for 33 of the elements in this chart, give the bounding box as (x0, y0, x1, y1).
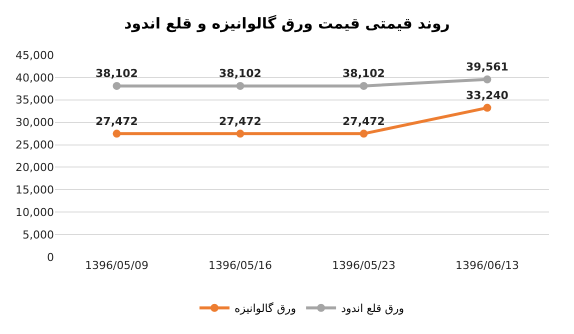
data-label: 39,561 (466, 60, 508, 74)
y-tick-label: 30,000 (16, 116, 54, 130)
y-tick-label: 25,000 (16, 138, 54, 152)
point (483, 104, 492, 112)
chart-title: روند قیمتی قیمت ورق گالوانیزه و قلع اندود (124, 14, 450, 33)
point (236, 82, 244, 90)
y-tick-label: 5,000 (22, 228, 54, 242)
point (112, 82, 121, 90)
data-label: 33,240 (466, 89, 509, 102)
x-tick-label: 1396/06/13 (456, 259, 519, 272)
point (112, 130, 121, 138)
data-label: 27,472 (219, 114, 262, 128)
x-tick-label: 1396/05/16 (208, 259, 272, 272)
y-tick-label: 15,000 (16, 184, 54, 197)
legend-label: ورق قلع اندود (341, 302, 404, 316)
data-label: 27,472 (342, 114, 385, 128)
x-tick-label: 1396/05/23 (332, 259, 396, 272)
data-label: 38,102 (219, 67, 262, 80)
y-tick-label: 45,000 (16, 48, 54, 62)
data-label: 38,102 (342, 67, 385, 80)
data-label: 27,472 (96, 114, 138, 128)
point (360, 82, 368, 90)
y-tick-label: 35,000 (16, 94, 54, 107)
y-tick-label: 20,000 (16, 161, 54, 174)
y-tick-label: 40,000 (16, 71, 54, 84)
y-tick-label: 10,000 (16, 206, 54, 219)
legend-label: ورق گالوانیزه (234, 302, 296, 316)
y-tick-label: 0 (47, 250, 54, 264)
data-label: 38,102 (96, 67, 138, 80)
point (483, 75, 492, 84)
x-tick-label: 1396/05/09 (85, 259, 148, 272)
point (360, 130, 368, 138)
point (236, 130, 244, 138)
